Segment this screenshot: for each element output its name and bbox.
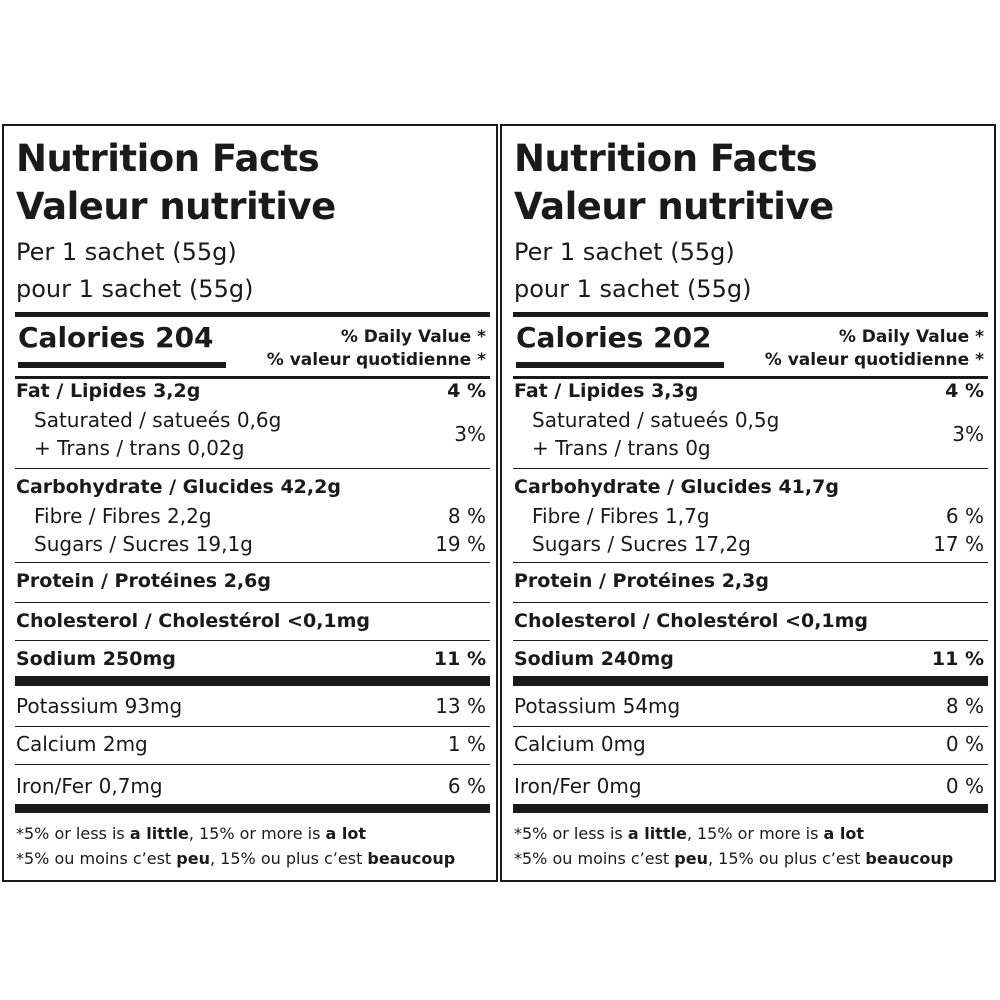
divider [513, 468, 988, 469]
divider-heavy [513, 804, 988, 813]
calories-underline [18, 362, 226, 368]
calcium-row-dv: 1 % [447, 732, 486, 756]
sodium-row-label: Sodium 250mg [16, 648, 176, 670]
title-en: Nutrition Facts [16, 137, 320, 180]
divider [15, 726, 490, 727]
footnote-fr: *5% ou moins c’est peu, 15% ou plus c’es… [16, 849, 456, 868]
nutrition-facts-panel-right: Nutrition Facts Valeur nutritive Per 1 s… [500, 124, 996, 882]
iron-row-dv: 6 % [447, 774, 486, 798]
sugars-row-dv: 17 % [933, 532, 984, 556]
footnote-fr: *5% ou moins c’est peu, 15% ou plus c’es… [514, 849, 954, 868]
divider-thick [513, 312, 988, 317]
divider-heavy [513, 676, 988, 686]
iron-row-dv: 0 % [945, 774, 984, 798]
sat-trans-dv: 3% [454, 422, 486, 446]
title-fr: Valeur nutritive [514, 185, 834, 228]
fat-row-dv: 4 % [447, 380, 486, 402]
title-fr: Valeur nutritive [16, 185, 336, 228]
protein-row-label: Protein / Protéines 2,3g [514, 570, 769, 592]
sodium-row-dv: 11 % [931, 648, 984, 670]
divider [15, 640, 490, 641]
saturated-row-label: Saturated / satueés 0,6g [34, 408, 282, 432]
carbohydrate-row-label: Carbohydrate / Glucides 41,7g [514, 476, 839, 498]
serving-size-fr: pour 1 sachet (55g) [514, 275, 752, 303]
cholesterol-row-label: Cholesterol / Cholestérol <0,1mg [16, 610, 371, 632]
fat-row-label: Fat / Lipides 3,2g [16, 380, 201, 402]
sodium-row-dv: 11 % [433, 648, 486, 670]
calcium-row-label: Calcium 0mg [514, 732, 646, 756]
daily-value-header-fr: % valeur quotidienne * [764, 350, 984, 370]
divider [513, 376, 988, 379]
daily-value-header-en: % Daily Value * [340, 327, 486, 347]
potassium-row-dv: 8 % [945, 694, 984, 718]
divider-heavy [15, 676, 490, 686]
fibre-row-dv: 6 % [945, 504, 984, 528]
divider [513, 726, 988, 727]
divider [513, 640, 988, 641]
potassium-row-dv: 13 % [435, 694, 486, 718]
daily-value-header-en: % Daily Value * [838, 327, 984, 347]
divider [513, 562, 988, 563]
calcium-row-dv: 0 % [945, 732, 984, 756]
divider-thick [15, 312, 490, 317]
divider-heavy [15, 804, 490, 813]
protein-row-label: Protein / Protéines 2,6g [16, 570, 271, 592]
nutrition-facts-panel-left: Nutrition Facts Valeur nutritive Per 1 s… [2, 124, 498, 882]
calories-label: Calories 204 [18, 321, 214, 354]
cholesterol-row-label: Cholesterol / Cholestérol <0,1mg [514, 610, 869, 632]
footnote-en: *5% or less is a little, 15% or more is … [514, 824, 864, 843]
iron-row-label: Iron/Fer 0mg [514, 774, 642, 798]
calories-label: Calories 202 [516, 321, 712, 354]
fibre-row-label: Fibre / Fibres 1,7g [532, 504, 710, 528]
divider [15, 376, 490, 379]
fibre-row-label: Fibre / Fibres 2,2g [34, 504, 212, 528]
sugars-row-label: Sugars / Sucres 19,1g [34, 532, 253, 556]
sugars-row-label: Sugars / Sucres 17,2g [532, 532, 751, 556]
fat-row-label: Fat / Lipides 3,3g [514, 380, 699, 402]
serving-size-fr: pour 1 sachet (55g) [16, 275, 254, 303]
sugars-row-dv: 19 % [435, 532, 486, 556]
footnote-en: *5% or less is a little, 15% or more is … [16, 824, 366, 843]
divider [513, 764, 988, 765]
serving-size-en: Per 1 sachet (55g) [16, 238, 237, 266]
iron-row-label: Iron/Fer 0,7mg [16, 774, 163, 798]
title-en: Nutrition Facts [514, 137, 818, 180]
calories-underline [516, 362, 724, 368]
potassium-row-label: Potassium 54mg [514, 694, 681, 718]
trans-row-label: + Trans / trans 0g [532, 436, 711, 460]
sodium-row-label: Sodium 240mg [514, 648, 674, 670]
calcium-row-label: Calcium 2mg [16, 732, 148, 756]
divider [513, 602, 988, 603]
carbohydrate-row-label: Carbohydrate / Glucides 42,2g [16, 476, 341, 498]
serving-size-en: Per 1 sachet (55g) [514, 238, 735, 266]
fat-row-dv: 4 % [945, 380, 984, 402]
potassium-row-label: Potassium 93mg [16, 694, 183, 718]
divider [15, 562, 490, 563]
divider [15, 602, 490, 603]
divider [15, 468, 490, 469]
saturated-row-label: Saturated / satueés 0,5g [532, 408, 780, 432]
trans-row-label: + Trans / trans 0,02g [34, 436, 245, 460]
fibre-row-dv: 8 % [447, 504, 486, 528]
sat-trans-dv: 3% [952, 422, 984, 446]
divider [15, 764, 490, 765]
daily-value-header-fr: % valeur quotidienne * [266, 350, 486, 370]
